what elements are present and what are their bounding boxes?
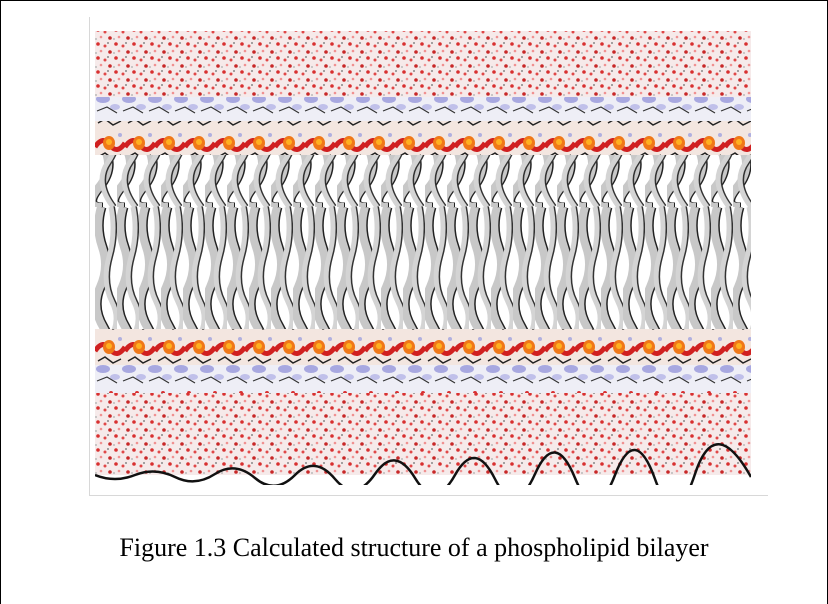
figure-frame (89, 17, 768, 496)
water-bottom (95, 393, 751, 475)
bilayer-image (95, 31, 751, 485)
edge-shadow (95, 443, 751, 485)
figure-caption: Figure 1.3 Calculated structure of a pho… (119, 533, 709, 562)
water-top (95, 31, 751, 97)
heads-bottom (95, 329, 751, 365)
choline-top (95, 97, 751, 121)
heads-top (95, 121, 751, 155)
choline-bottom (95, 365, 751, 393)
tails (95, 155, 751, 335)
